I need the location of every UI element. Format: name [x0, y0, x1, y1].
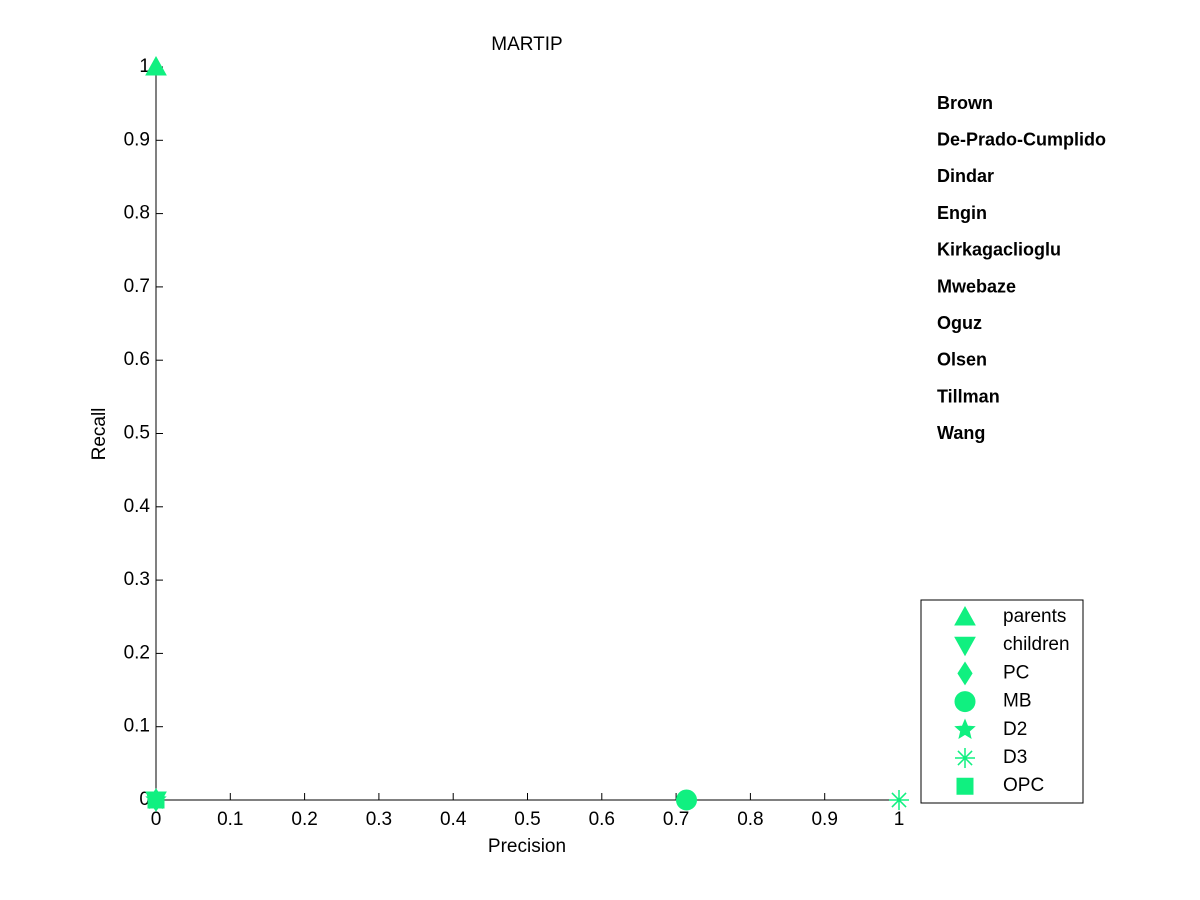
author-label: Olsen: [937, 350, 987, 370]
point: [889, 790, 909, 810]
y-tick-label: 1: [139, 56, 150, 77]
x-tick-label: 0.3: [366, 809, 392, 830]
author-label: Engin: [937, 203, 987, 223]
x-tick-label: 0: [151, 809, 162, 830]
y-tick-label: 0: [139, 789, 150, 810]
y-tick-label: 0.9: [124, 129, 150, 150]
author-label: Mwebaze: [937, 276, 1016, 296]
legend-label: D3: [1003, 747, 1027, 768]
x-tick-label: 0.2: [291, 809, 317, 830]
legend-marker: [954, 718, 976, 739]
chart-title: MARTIP: [491, 34, 562, 55]
x-tick-label: 0.5: [514, 809, 540, 830]
legend-marker: [957, 661, 973, 686]
legend-marker: [954, 636, 976, 657]
x-tick-label: 0.7: [663, 809, 689, 830]
author-label: Brown: [937, 93, 993, 113]
point: [145, 55, 167, 76]
legend-label: children: [1003, 634, 1070, 655]
legend-marker: [955, 748, 975, 768]
legend-label: parents: [1003, 606, 1066, 627]
y-tick-label: 0.7: [124, 276, 150, 297]
y-tick-label: 0.2: [124, 642, 150, 663]
point: [676, 789, 698, 811]
point: [147, 791, 165, 809]
author-label: Tillman: [937, 386, 1000, 406]
x-tick-label: 0.6: [589, 809, 615, 830]
y-tick-label: 0.5: [124, 423, 150, 444]
x-tick-label: 1: [894, 809, 905, 830]
legend-marker: [956, 777, 974, 795]
x-tick-label: 0.1: [217, 809, 243, 830]
legend-label: MB: [1003, 691, 1032, 712]
x-tick-label: 0.8: [737, 809, 763, 830]
author-label: Kirkagaclioglu: [937, 240, 1061, 260]
y-axis-label: Recall: [89, 408, 110, 461]
author-label: Dindar: [937, 166, 994, 186]
y-tick-label: 0.6: [124, 349, 150, 370]
author-label: Wang: [937, 423, 985, 443]
legend-label: PC: [1003, 662, 1029, 683]
legend-label: OPC: [1003, 775, 1044, 796]
y-tick-label: 0.4: [124, 496, 151, 517]
x-tick-label: 0.4: [440, 809, 467, 830]
y-tick-label: 0.3: [124, 569, 150, 590]
author-label: De-Prado-Cumplido: [937, 129, 1106, 149]
y-tick-label: 0.1: [124, 716, 150, 737]
y-tick-label: 0.8: [124, 203, 150, 224]
x-axis-label: Precision: [488, 836, 566, 857]
legend-label: D2: [1003, 719, 1027, 740]
author-label: Oguz: [937, 313, 982, 333]
legend: [920, 599, 1084, 804]
legend-marker: [954, 691, 976, 713]
legend-marker: [954, 605, 976, 626]
x-tick-label: 0.9: [811, 809, 837, 830]
